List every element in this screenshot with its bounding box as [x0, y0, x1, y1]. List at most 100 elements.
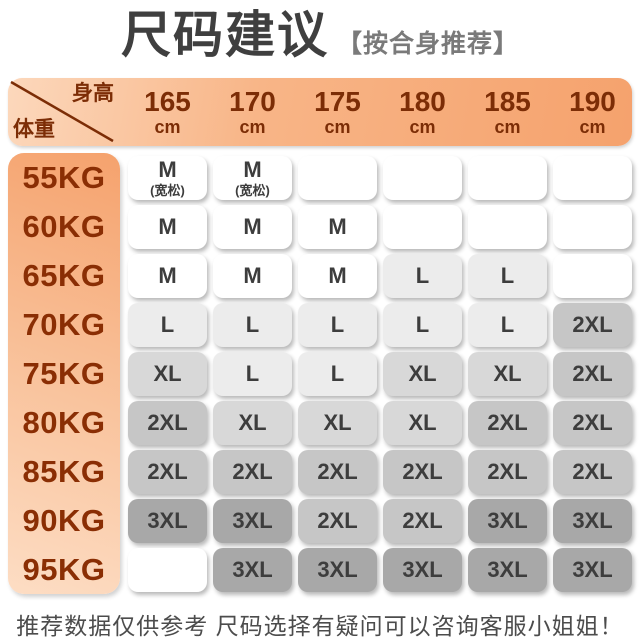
size-cell-box: L — [213, 351, 292, 396]
size-cell-box: 2XL — [383, 498, 462, 543]
size-cell: 2XL — [128, 447, 207, 496]
title-text: 尺码建议 — [120, 7, 329, 63]
corner-cell: 身高 体重 — [8, 78, 120, 146]
size-cell — [468, 153, 547, 202]
size-cell: L — [383, 300, 462, 349]
size-cell-box — [128, 547, 207, 592]
size-cell: M — [213, 251, 292, 300]
size-cell-box: M — [128, 253, 207, 298]
height-header-cell: 175 cm — [298, 86, 377, 137]
table-header: 身高 体重 165 cm 170 cm 175 cm 180 cm 185 cm 190 cm — [8, 78, 632, 146]
height-value: 185 — [484, 86, 531, 117]
size-label: 2XL — [402, 507, 443, 533]
size-cell: 2XL — [468, 447, 547, 496]
size-cell-box — [383, 204, 462, 249]
size-cell-box: 3XL — [468, 547, 547, 592]
height-value: 175 — [314, 86, 361, 117]
weight-label: 75KG — [22, 355, 106, 391]
size-label: 3XL — [147, 507, 188, 533]
size-cell: 2XL — [128, 398, 207, 447]
size-label: 3XL — [572, 507, 613, 533]
size-cell: 2XL — [553, 447, 632, 496]
size-label: 2XL — [487, 458, 528, 484]
size-cell-box: L — [298, 351, 377, 396]
size-cell-box — [553, 155, 632, 200]
size-cell: XL — [468, 349, 547, 398]
height-header-cell: 185 cm — [468, 86, 547, 137]
size-note: (宽松) — [150, 182, 185, 198]
size-label: XL — [408, 360, 437, 386]
size-label: XL — [153, 360, 182, 386]
size-cell: M — [298, 251, 377, 300]
size-cell-box: L — [298, 302, 377, 347]
size-label: M — [328, 213, 347, 239]
height-unit: cm — [494, 117, 521, 137]
corner-weight-label: 体重 — [13, 117, 55, 141]
size-label: 3XL — [402, 556, 443, 582]
size-grid: M (宽松) M (宽松) M M M M M M L L L L L L L 2XL XL L L XL XL 2XL 2XL… — [128, 153, 632, 594]
height-header-cell: 190 cm — [553, 88, 632, 137]
size-cell-box: XL — [468, 351, 547, 396]
weight-label: 80KG — [22, 404, 106, 440]
size-cell: 3XL — [298, 545, 377, 594]
weight-label: 90KG — [22, 502, 106, 538]
size-cell-box: 3XL — [383, 547, 462, 592]
size-label: 2XL — [147, 458, 188, 484]
size-cell-box: M (宽松) — [128, 155, 207, 200]
weight-label: 60KG — [22, 208, 106, 244]
size-label: L — [500, 262, 515, 288]
size-label: L — [160, 311, 175, 337]
height-value: 165 — [144, 86, 191, 117]
size-cell — [383, 202, 462, 251]
height-unit: cm — [239, 117, 266, 137]
size-cell: 2XL — [383, 447, 462, 496]
size-label: M — [158, 156, 177, 182]
size-label: 2XL — [572, 360, 613, 386]
size-cell-box: 2XL — [383, 449, 462, 494]
size-label: 2XL — [232, 458, 273, 484]
weight-label: 85KG — [22, 453, 106, 489]
size-cell-box: L — [468, 302, 547, 347]
height-unit: cm — [324, 117, 351, 137]
size-label: M — [158, 213, 177, 239]
table-body: 55KG 60KG 65KG 70KG 75KG 80KG 85KG 90KG 95KG M (宽… — [8, 153, 632, 594]
size-label: XL — [493, 360, 522, 386]
size-cell: 2XL — [383, 496, 462, 545]
size-label: 3XL — [487, 507, 528, 533]
size-cell: XL — [383, 349, 462, 398]
size-cell: 3XL — [128, 496, 207, 545]
size-cell-box: 2XL — [128, 400, 207, 445]
size-cell: L — [298, 349, 377, 398]
size-label: L — [330, 311, 345, 337]
size-label: 3XL — [487, 556, 528, 582]
size-label: M — [243, 262, 262, 288]
size-cell-box: 2XL — [468, 449, 547, 494]
size-cell-box: M — [298, 253, 377, 298]
size-cell-box: M — [213, 204, 292, 249]
size-cell: 2XL — [298, 496, 377, 545]
size-cell-box: L — [383, 253, 462, 298]
size-cell: 3XL — [213, 496, 292, 545]
size-cell: 2XL — [213, 447, 292, 496]
height-value: 180 — [399, 86, 446, 117]
size-cell-box: XL — [383, 400, 462, 445]
size-label: 2XL — [402, 458, 443, 484]
weight-label: 55KG — [22, 159, 106, 195]
size-cell-box: 3XL — [213, 498, 292, 543]
size-label: 2XL — [572, 458, 613, 484]
height-header-cell: 170 cm — [213, 88, 292, 137]
size-cell: 3XL — [468, 545, 547, 594]
size-cell-box — [468, 204, 547, 249]
size-cell: 3XL — [553, 545, 632, 594]
size-cell-box: 2XL — [128, 449, 207, 494]
size-label: XL — [323, 409, 352, 435]
height-header-row: 165 cm 170 cm 175 cm 180 cm 185 cm 190 cm — [128, 78, 632, 146]
size-label: M — [243, 156, 262, 182]
size-cell-box: M — [128, 204, 207, 249]
size-cell: L — [213, 349, 292, 398]
size-cell-box: M — [213, 253, 292, 298]
size-cell: M — [128, 251, 207, 300]
size-label: L — [415, 262, 430, 288]
size-cell-box: 3XL — [468, 498, 547, 543]
